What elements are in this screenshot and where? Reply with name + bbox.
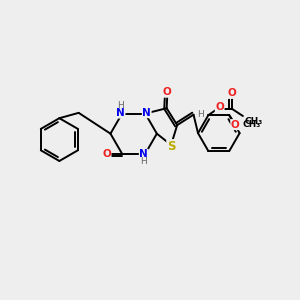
Text: O: O: [227, 88, 236, 98]
Text: O: O: [215, 102, 224, 112]
Text: S: S: [167, 140, 176, 153]
Text: CH₃: CH₃: [243, 120, 261, 129]
Text: O: O: [163, 87, 172, 97]
Text: H: H: [117, 101, 124, 110]
Text: CH₃: CH₃: [244, 117, 262, 126]
Text: O: O: [102, 149, 111, 159]
Text: N: N: [116, 108, 125, 118]
Text: N: N: [142, 108, 151, 118]
Text: H: H: [197, 110, 204, 118]
Text: N: N: [140, 149, 148, 159]
Text: H: H: [140, 157, 147, 166]
Text: O: O: [231, 120, 239, 130]
